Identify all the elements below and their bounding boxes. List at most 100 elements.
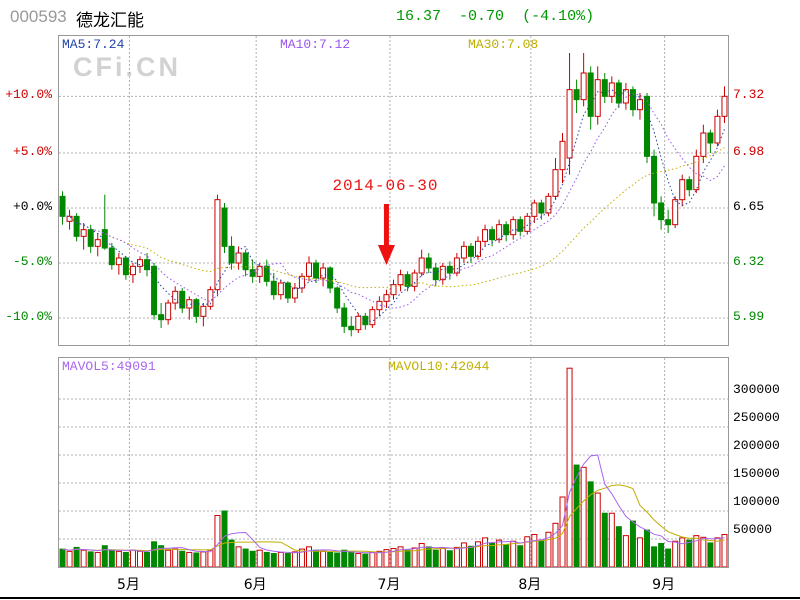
volume-bar-down <box>101 545 108 567</box>
candle-up <box>383 294 390 302</box>
volume-bar-down <box>73 546 80 567</box>
ma10-line <box>62 93 725 309</box>
candle-down <box>587 72 594 117</box>
candle-up <box>566 89 573 159</box>
candle-down <box>242 252 249 271</box>
cfi-watermark: CFi.CN <box>73 52 181 82</box>
volume-bar-down <box>503 544 510 567</box>
candle-down <box>87 229 94 247</box>
ma-label: MA5:7.24 <box>62 37 125 52</box>
month-label: 8月 <box>518 577 542 593</box>
candle-up <box>594 79 601 117</box>
candle-up <box>418 257 425 274</box>
candle-up <box>115 257 122 266</box>
candle-up <box>714 115 721 144</box>
candle-down <box>601 79 608 97</box>
candle-up <box>136 259 143 267</box>
volume-bar-down <box>122 551 129 567</box>
volume-bar-up <box>693 535 700 567</box>
volume-bar-down <box>151 541 158 567</box>
volume-bar-up <box>580 466 587 567</box>
volume-bar-up <box>559 496 566 567</box>
volume-bar-up <box>291 551 298 567</box>
candle-up <box>636 99 643 111</box>
volume-bar-up <box>165 549 172 567</box>
candle-down <box>665 219 672 226</box>
month-label: 9月 <box>652 577 676 593</box>
volume-bar-up <box>475 541 482 567</box>
ma30-line <box>62 147 725 289</box>
candle-up <box>207 289 214 307</box>
volume-bar-up <box>376 550 383 567</box>
price-change-pct: (-4.10%) <box>522 8 595 25</box>
volume-tick: 300000 <box>733 382 780 397</box>
last-price: 16.37 <box>396 8 442 25</box>
candle-down <box>538 202 545 214</box>
volume-tick: 250000 <box>733 410 780 425</box>
candle-down <box>467 245 474 257</box>
candle-down <box>59 195 66 217</box>
candle-down <box>432 267 439 281</box>
price-tick: 6.65 <box>733 199 765 214</box>
candle-down <box>644 95 651 157</box>
candle-down <box>341 307 348 327</box>
mavol-label: MAVOL5:49091 <box>62 359 156 374</box>
candle-down <box>707 132 714 144</box>
candle-up <box>320 267 327 279</box>
month-label: 7月 <box>377 577 401 593</box>
volume-bar-up <box>679 537 686 567</box>
candle-up <box>580 72 587 101</box>
candle-up <box>531 202 538 217</box>
candle-up <box>693 155 700 191</box>
volume-bar-down <box>658 542 665 567</box>
volume-bar-up <box>136 550 143 567</box>
volume-bar-down <box>228 539 235 567</box>
candle-up <box>679 179 686 201</box>
volume-bar-up <box>298 548 305 567</box>
candle-up <box>524 215 531 232</box>
percent-tick: +0.0% <box>12 199 52 214</box>
percent-tick: +10.0% <box>5 87 52 103</box>
volume-tick: 100000 <box>733 494 780 509</box>
candle-up <box>700 132 707 157</box>
candle-down <box>651 155 658 204</box>
candle-up <box>672 199 679 226</box>
price-change: -0.70 <box>459 8 505 25</box>
candle-down <box>73 215 80 237</box>
volume-bar-down <box>193 552 200 567</box>
volume-tick: 150000 <box>733 466 780 481</box>
volume-bar-down <box>327 551 334 567</box>
percent-tick: +5.0% <box>12 143 52 159</box>
candle-down <box>503 224 510 236</box>
volume-bar-down <box>467 545 474 567</box>
volume-bar-up <box>594 492 601 567</box>
volume-bar-down <box>334 552 341 567</box>
candle-down <box>362 315 369 326</box>
candle-up <box>369 309 376 326</box>
volume-bar-up <box>256 549 263 567</box>
volume-chart-panel <box>58 357 729 568</box>
annotation-arrow-head <box>377 245 395 265</box>
candle-down <box>404 274 411 287</box>
candle-up <box>80 229 87 237</box>
candle-up <box>510 219 517 236</box>
volume-bar-up <box>186 551 193 567</box>
volume-bar-down <box>242 548 249 567</box>
candle-up <box>390 284 397 296</box>
volume-tick: 200000 <box>733 438 780 453</box>
volume-bar-up <box>552 522 559 567</box>
candle-up <box>66 215 73 222</box>
volume-bar-up <box>672 540 679 567</box>
candle-up <box>355 315 362 331</box>
candle-up <box>94 239 101 247</box>
volume-bar-up <box>714 537 721 567</box>
volume-bar-down <box>270 553 277 567</box>
volume-bar-down <box>313 549 320 567</box>
candle-down <box>158 314 165 321</box>
candle-up <box>172 290 179 304</box>
candle-down <box>517 219 524 232</box>
volume-bar-down <box>489 542 496 567</box>
volume-bar-up <box>80 549 87 567</box>
candle-up <box>721 95 728 117</box>
